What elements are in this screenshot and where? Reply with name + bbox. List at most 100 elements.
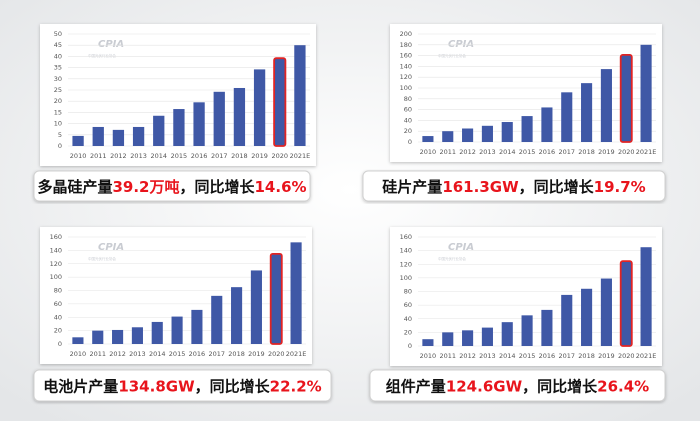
bar: [581, 288, 593, 346]
bar: [422, 339, 434, 346]
bar: [290, 242, 302, 344]
x-tick-label: 2015: [519, 352, 536, 360]
watermark-org: 中国光伏行业协会: [88, 256, 116, 261]
bar: [171, 316, 183, 344]
bar: [193, 102, 205, 146]
y-tick-label: 0: [408, 138, 412, 146]
bar: [442, 332, 454, 346]
x-tick-label: 2010: [70, 350, 87, 358]
caption-box: [33, 170, 311, 202]
caption: 硅片产量161.3GW，同比增长19.7%: [382, 178, 645, 196]
x-tick-label: 2015: [171, 152, 188, 160]
bar: [273, 57, 287, 147]
y-tick-label: 180: [400, 41, 412, 49]
x-tick-label: 2015: [519, 148, 536, 156]
x-tick-label: 2010: [70, 152, 87, 160]
caption-highlight: 161.3GW: [442, 178, 519, 196]
bar: [253, 69, 266, 146]
bar: [294, 45, 306, 147]
x-tick-label: 2012: [109, 350, 126, 358]
watermark-logo: CPIA: [448, 242, 474, 253]
watermark-org: 中国光伏行业协会: [88, 53, 116, 58]
x-tick-label: 2012: [459, 148, 476, 156]
y-tick-label: 60: [54, 300, 62, 308]
x-tick-label: 2016: [539, 352, 556, 360]
x-tick-label: 2013: [479, 352, 496, 360]
caption-text: 组件产量: [386, 377, 446, 395]
caption-text: ，同比增长: [195, 377, 271, 395]
x-tick-label: 2017: [208, 350, 225, 358]
caption-text: 电池片产量: [43, 377, 118, 395]
y-tick-label: 25: [54, 86, 62, 94]
y-tick-label: 140: [400, 62, 412, 70]
x-tick-label: 2010: [420, 352, 437, 360]
x-tick-label: 2011: [439, 352, 456, 360]
y-tick-label: 20: [54, 327, 62, 335]
chart-panel: CPIA中国光伏行业协会0204060801001201401601802002…: [362, 24, 666, 202]
y-tick-label: 45: [54, 41, 62, 49]
caption-highlight: 22.2%: [270, 377, 322, 395]
y-tick-label: 40: [54, 52, 62, 60]
y-tick-label: 40: [54, 313, 62, 321]
bar: [112, 329, 124, 344]
y-tick-label: 80: [54, 287, 62, 295]
x-tick-label: 2017: [558, 352, 575, 360]
bar: [213, 91, 225, 146]
x-tick-label: 2020: [618, 148, 635, 156]
y-tick-label: 160: [400, 52, 412, 60]
bar: [191, 309, 203, 344]
caption-highlight: 134.8GW: [118, 377, 195, 395]
x-tick-label: 2021E: [290, 152, 311, 160]
x-tick-label: 2014: [150, 152, 167, 160]
x-tick-label: 2016: [191, 152, 208, 160]
x-tick-label: 2018: [231, 152, 248, 160]
bar: [600, 278, 612, 346]
bar: [619, 260, 633, 347]
bar: [521, 315, 533, 346]
caption: 多晶硅产量39.2万吨，同比增长14.6%: [37, 178, 306, 196]
y-tick-label: 60: [404, 106, 412, 114]
watermark-org: 中国光伏行业协会: [438, 256, 466, 261]
x-tick-label: 2011: [90, 152, 107, 160]
bar: [521, 116, 533, 142]
caption-text: 硅片产量: [382, 178, 442, 196]
bar: [153, 115, 165, 146]
x-tick-label: 2013: [130, 152, 147, 160]
bar: [501, 122, 513, 142]
bar: [462, 330, 474, 346]
caption-box: [33, 369, 332, 402]
x-tick-label: 2011: [89, 350, 106, 358]
x-tick-label: 2018: [578, 352, 595, 360]
y-tick-label: 15: [54, 108, 62, 116]
x-tick-label: 2016: [539, 148, 556, 156]
y-tick-label: 140: [50, 246, 62, 254]
bar: [581, 83, 593, 142]
x-tick-label: 2019: [598, 352, 615, 360]
x-tick-label: 2010: [420, 148, 437, 156]
bar: [92, 330, 104, 344]
bar: [211, 295, 223, 344]
bar: [131, 327, 143, 344]
caption-text: 多晶硅产量: [37, 178, 112, 196]
bar: [541, 107, 553, 142]
x-tick-label: 2016: [189, 350, 206, 358]
y-tick-label: 100: [400, 274, 412, 282]
x-tick-label: 2018: [228, 350, 245, 358]
caption-text: ，同比增长: [179, 178, 255, 196]
x-tick-label: 2014: [499, 352, 516, 360]
chart-panel: CPIA 中国光伏行业协会 0 5 10 15 20 25 30 35 40 45 50 2010 2011…: [33, 24, 316, 202]
bar: [501, 322, 513, 346]
y-tick-label: 30: [54, 75, 62, 83]
x-tick-label: 2014: [499, 148, 516, 156]
x-tick-label: 2013: [479, 148, 496, 156]
bar: [422, 136, 434, 142]
bar: [92, 126, 104, 146]
bar: [173, 109, 185, 146]
x-tick-label: 2019: [251, 152, 268, 160]
caption: 电池片产量134.8GW，同比增长22.2%: [43, 377, 321, 395]
x-tick-label: 2021E: [636, 148, 657, 156]
bar: [481, 125, 493, 142]
x-tick-label: 2020: [268, 350, 285, 358]
